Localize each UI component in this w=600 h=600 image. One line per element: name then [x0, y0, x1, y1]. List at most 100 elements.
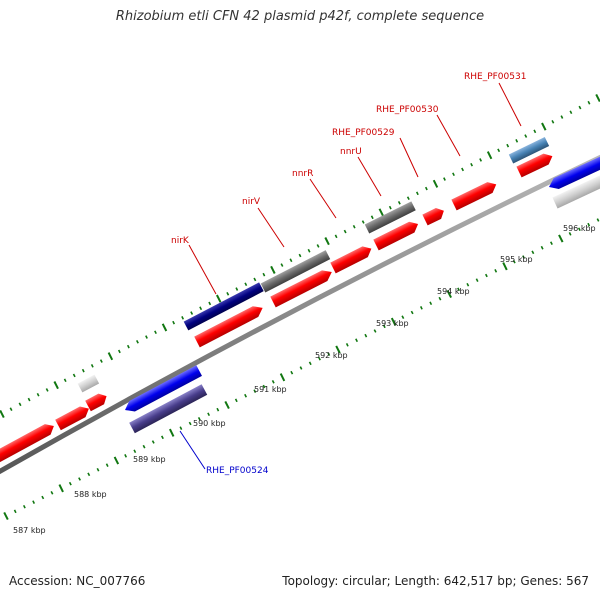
outer-tick-34	[307, 248, 311, 253]
inner-tick-8	[78, 477, 82, 481]
gene-red-1[interactable]	[0, 421, 57, 464]
gene-labels: nirK nirV nnrR nnrU RHE_PF00529 RHE_PF00…	[171, 72, 526, 476]
gene-red-7[interactable]	[516, 151, 555, 178]
outer-tick-57	[515, 139, 519, 143]
outer-tick-13	[117, 349, 121, 354]
callout-line-nirV	[257, 207, 285, 248]
sequence-summary-text: Topology: circular; Length: 642,517 bp; …	[282, 574, 589, 588]
callout-line-rhe-pf00530	[436, 114, 461, 157]
outer-tick-11	[99, 359, 103, 363]
kbp-label-593: 593 kbp	[376, 319, 409, 328]
inner-tick-46	[429, 301, 433, 306]
inner-tick-13	[124, 454, 128, 458]
gene-rhe-pf00524[interactable]	[129, 384, 208, 434]
callout-line-rhe-pf00524	[179, 430, 206, 470]
outer-tick-47	[424, 186, 428, 191]
inner-tick-1	[13, 509, 17, 514]
gene-label-nnrU: nnrU	[340, 147, 362, 157]
inner-tick-42	[390, 317, 397, 326]
inner-tick-16	[151, 440, 155, 444]
outer-tick-7	[63, 378, 67, 383]
inner-tick-48	[446, 289, 452, 299]
inner-tick-10	[96, 467, 100, 472]
gene-rhe-pf00530[interactable]	[451, 179, 499, 211]
gene-blue-1[interactable]	[122, 365, 202, 415]
outer-tick-24	[216, 294, 222, 303]
gene-nirV[interactable]	[260, 250, 331, 293]
inner-tick-6	[58, 484, 64, 493]
gene-rhe-pf00531[interactable]	[508, 136, 550, 164]
inner-tick-11	[105, 463, 109, 467]
gene-red-6[interactable]	[422, 205, 446, 226]
gene-red-5[interactable]	[330, 243, 374, 274]
inner-tick-36	[335, 345, 341, 354]
outer-tick-52	[470, 162, 474, 167]
kbp-label-594: 594 kbp	[437, 287, 470, 296]
inner-tick-38	[355, 338, 359, 343]
inner-tick-2	[22, 504, 26, 509]
outer-tick-23	[208, 301, 212, 306]
outer-tick-35	[316, 244, 320, 248]
gene-rhe-pf00529[interactable]	[373, 219, 420, 251]
inner-tick-7	[68, 481, 72, 486]
inner-tick-5	[50, 491, 54, 495]
callout-line-rhe-pf00531	[498, 82, 522, 127]
kbp-label-591: 591 kbp	[254, 385, 287, 394]
outer-tick-9	[81, 368, 85, 373]
inner-tick-22	[207, 412, 211, 417]
outer-tick-12	[107, 352, 114, 361]
outer-tick-41	[370, 215, 374, 220]
inner-tick-28	[262, 384, 266, 389]
outer-tick-58	[524, 134, 528, 138]
gene-label-nirK: nirK	[171, 236, 190, 246]
outer-tick-61	[551, 120, 555, 124]
outer-tick-28	[253, 277, 257, 282]
outer-tick-4	[36, 392, 40, 397]
outer-tick-3	[27, 397, 31, 402]
gene-blue-2[interactable]	[546, 155, 600, 192]
inner-tick-37	[345, 343, 349, 347]
kbp-label-592: 592 kbp	[315, 351, 348, 360]
outer-tick-31	[280, 263, 284, 267]
inner-tick-45	[419, 306, 423, 310]
gene-label-nnrR: nnrR	[292, 169, 313, 179]
outer-tick-10	[90, 364, 94, 368]
outer-tick-17	[154, 330, 157, 335]
kbp-label-587: 587 kbp	[13, 526, 46, 535]
gene-nnrU[interactable]	[364, 201, 416, 234]
gene-small-gray[interactable]	[77, 374, 100, 393]
inner-tick-3	[32, 500, 36, 504]
outer-tick-33	[298, 253, 302, 258]
outer-tick-63	[569, 110, 573, 115]
gene-red-3[interactable]	[85, 391, 109, 412]
outer-tick-38	[343, 229, 347, 234]
inner-tick-27	[253, 389, 257, 393]
inner-tick-19	[179, 426, 183, 430]
outer-tick-40	[361, 220, 365, 224]
inner-tick-49	[457, 287, 461, 292]
kbp-labels: 587 kbp 588 kbp 589 kbp 590 kbp 591 kbp …	[13, 224, 596, 535]
outer-tick-16	[145, 335, 148, 339]
outer-tick-51	[461, 167, 465, 172]
inner-tick-12	[113, 456, 120, 465]
outer-tick-14	[126, 344, 130, 349]
outer-tick-27	[244, 282, 248, 287]
inner-tick-59	[549, 241, 553, 245]
inner-tick-58	[540, 245, 544, 250]
outer-tick-42	[378, 208, 384, 217]
inner-tick-35	[327, 352, 331, 356]
inner-tick-17	[160, 435, 164, 440]
gene-red-4[interactable]	[194, 303, 265, 348]
outer-tick-22	[199, 306, 203, 311]
backbone-arc	[0, 154, 600, 475]
outer-tick-56	[506, 143, 510, 148]
outer-tick-46	[415, 191, 419, 196]
inner-tick-0	[3, 511, 9, 521]
gene-red-2[interactable]	[55, 403, 92, 431]
inner-tick-43	[401, 315, 405, 319]
gene-nirK[interactable]	[183, 282, 264, 331]
gene-lightgray[interactable]	[552, 173, 600, 209]
inner-tick-25	[234, 398, 238, 403]
gene-nnrR[interactable]	[270, 267, 334, 308]
gene-label-rhe-pf00531: RHE_PF00531	[464, 72, 526, 82]
